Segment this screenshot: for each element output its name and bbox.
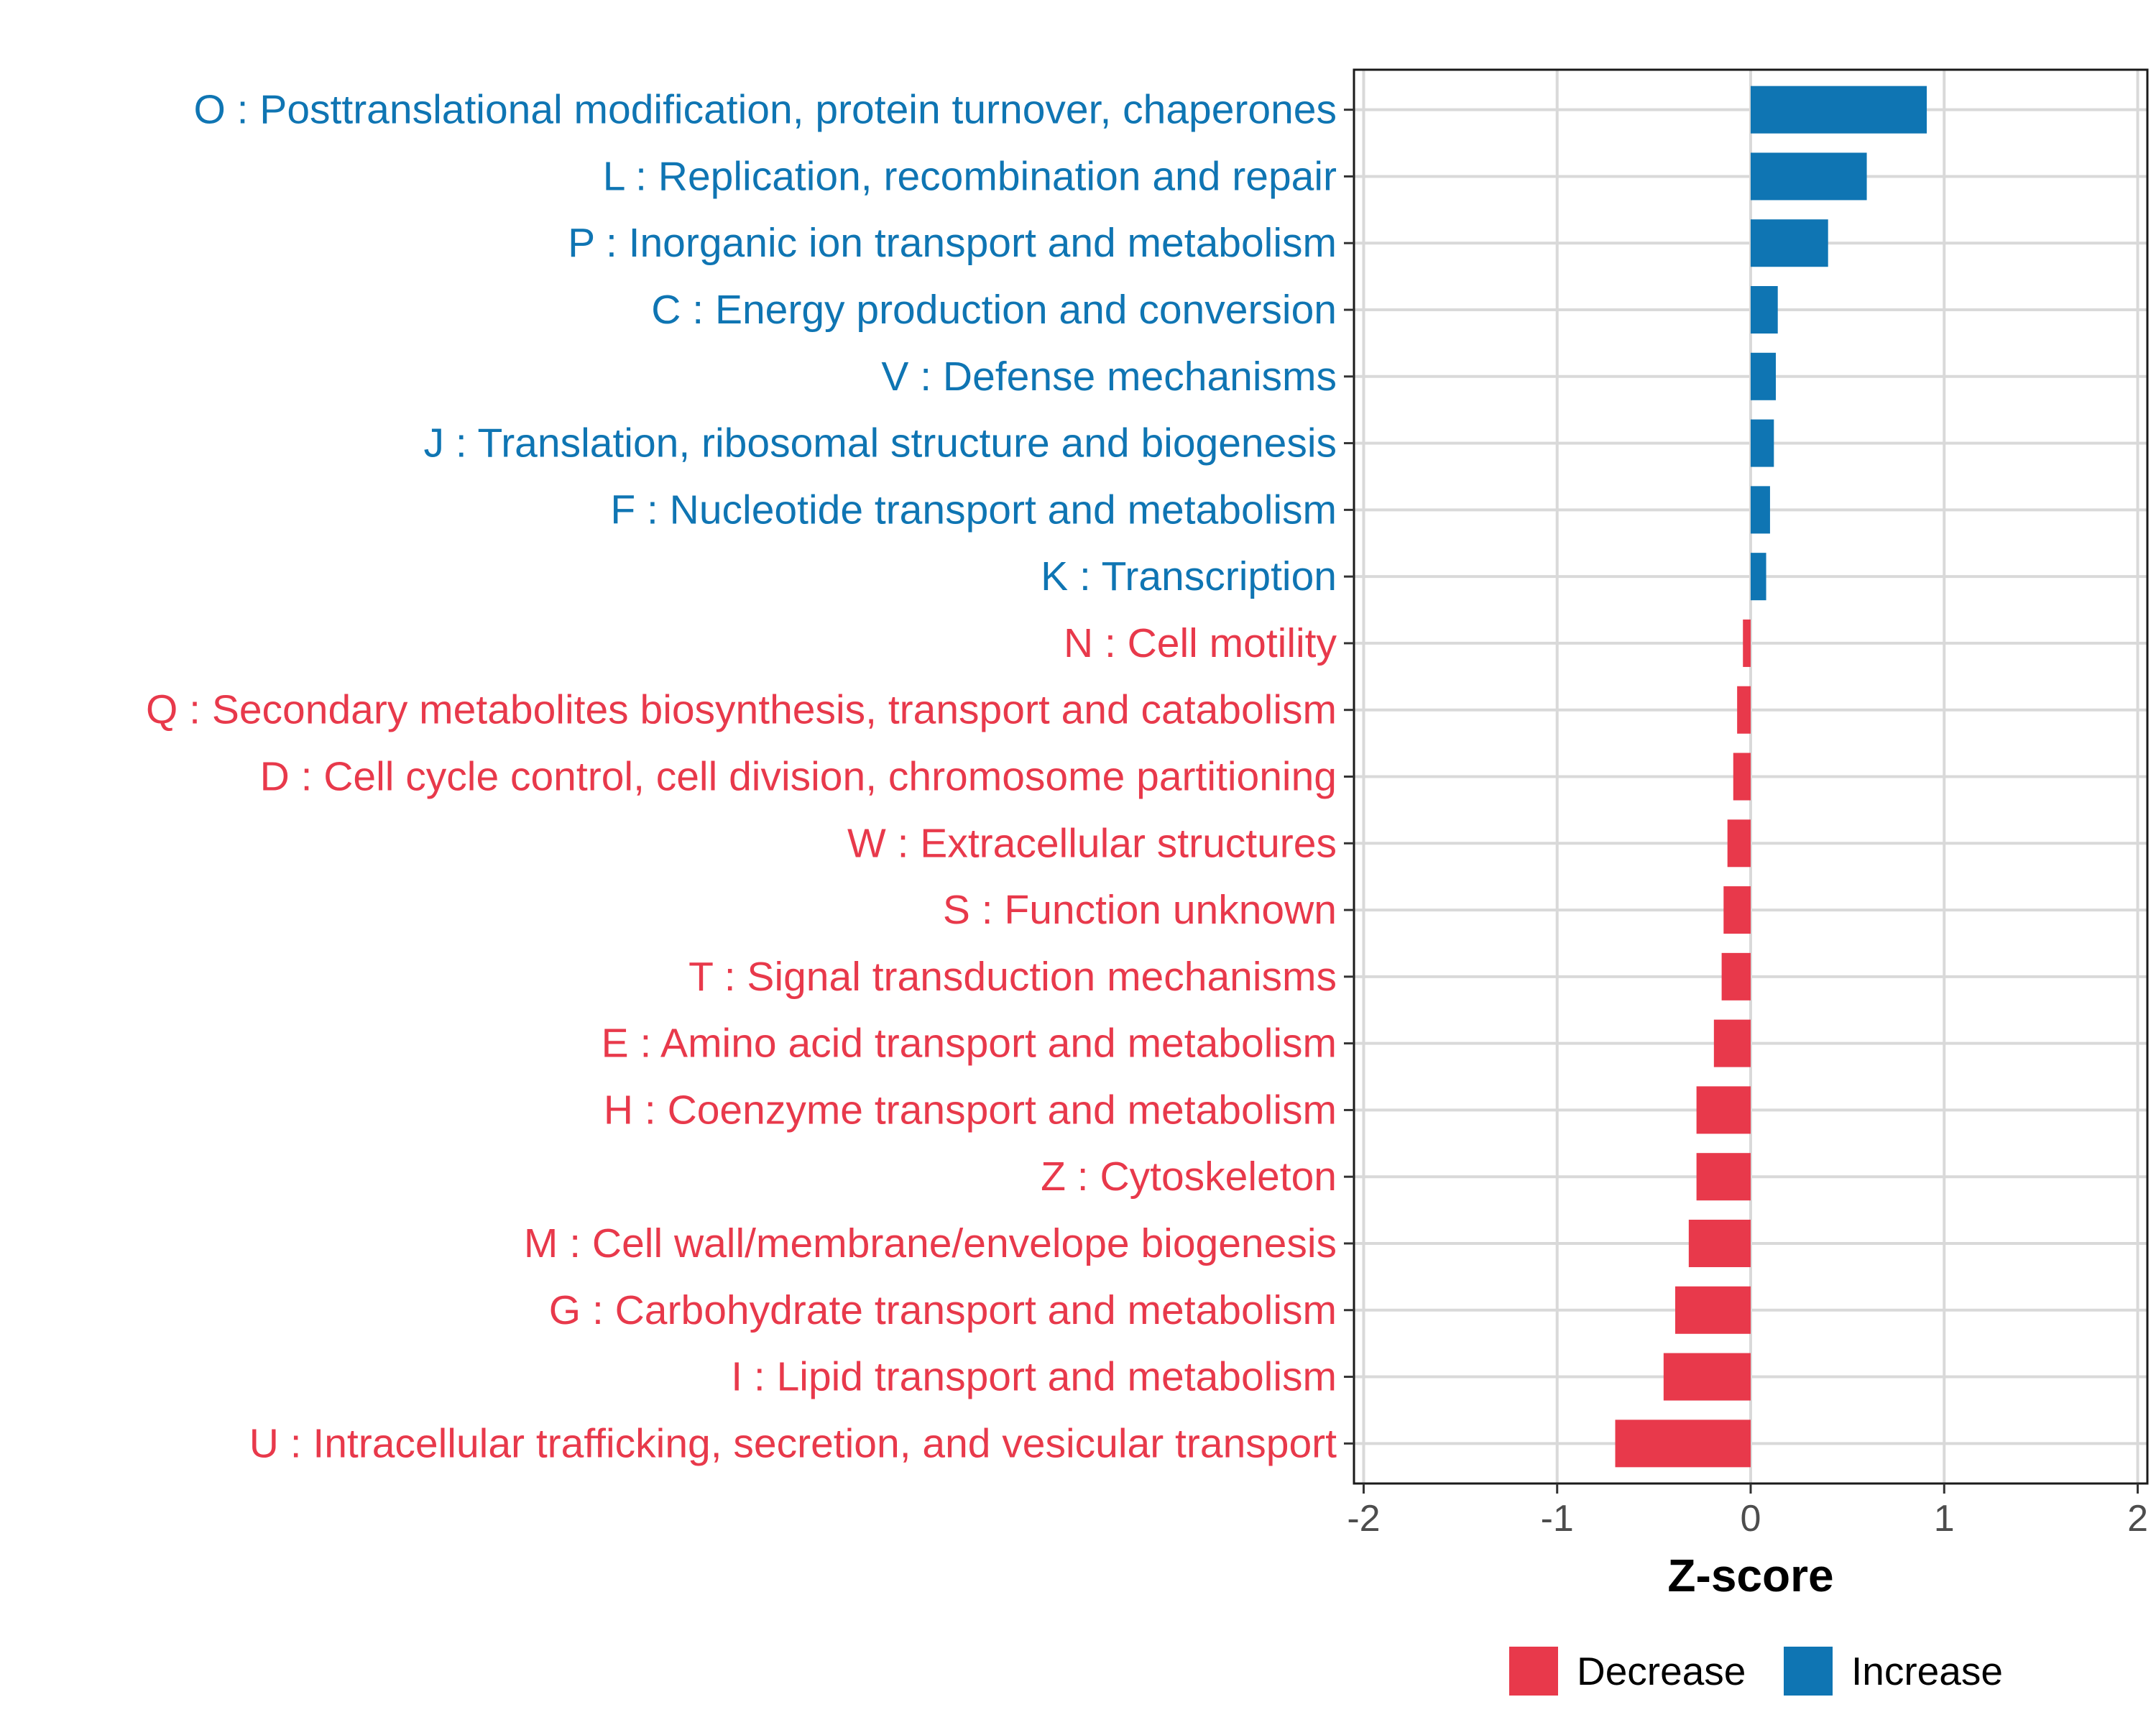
- category-label-l-replication-recombination-and-repair: L : Replication, recombination and repai…: [603, 153, 1337, 199]
- bars: [1615, 86, 1927, 1468]
- category-label-p-inorganic-ion-transport-and-metabolism: P : Inorganic ion transport and metaboli…: [568, 220, 1337, 266]
- category-label-o-posttranslational-modification-protein: O : Posttranslational modification, prot…: [193, 87, 1337, 133]
- legend-label-decrease: Decrease: [1577, 1649, 1746, 1693]
- bar-o-posttranslational-modification-protein: [1751, 86, 1927, 134]
- category-label-k-transcription: K : Transcription: [1041, 553, 1337, 599]
- category-label-f-nucleotide-transport-and-metabolism: F : Nucleotide transport and metabolism: [610, 487, 1337, 533]
- bar-p-inorganic-ion-transport-and-metabolism: [1751, 219, 1828, 267]
- bar-e-amino-acid-transport-and-metabolism: [1713, 1019, 1751, 1067]
- legend: Decrease Increase: [1509, 1647, 2003, 1696]
- bar-t-signal-transduction-mechanisms: [1721, 952, 1751, 1000]
- bar-u-intracellular-trafficking-secretion-an: [1615, 1420, 1751, 1468]
- category-label-q-secondary-metabolites-biosynthesis-tra: Q : Secondary metabolites biosynthesis, …: [146, 687, 1337, 733]
- category-label-n-cell-motility: N : Cell motility: [1064, 620, 1337, 666]
- bar-v-defense-mechanisms: [1751, 352, 1777, 400]
- category-label-s-function-unknown: S : Function unknown: [943, 887, 1337, 933]
- bar-m-cell-wall-membrane-envelope-biogenesis: [1688, 1219, 1751, 1267]
- category-label-i-lipid-transport-and-metabolism: I : Lipid transport and metabolism: [731, 1354, 1337, 1400]
- bar-g-carbohydrate-transport-and-metabolism: [1674, 1286, 1751, 1334]
- bar-c-energy-production-and-conversion: [1751, 286, 1778, 334]
- x-tick-label: 0: [1741, 1498, 1761, 1540]
- category-label-h-coenzyme-transport-and-metabolism: H : Coenzyme transport and metabolism: [604, 1087, 1337, 1133]
- category-label-g-carbohydrate-transport-and-metabolism: G : Carbohydrate transport and metabolis…: [549, 1287, 1337, 1333]
- bar-j-translation-ribosomal-structure-and-bi: [1751, 419, 1774, 467]
- category-label-t-signal-transduction-mechanisms: T : Signal transduction mechanisms: [688, 954, 1337, 1000]
- category-label-d-cell-cycle-control-cell-division-chrom: D : Cell cycle control, cell division, c…: [260, 754, 1337, 800]
- bar-n-cell-motility: [1743, 619, 1751, 667]
- bar-s-function-unknown: [1723, 886, 1751, 934]
- x-tick-label: 1: [1934, 1498, 1955, 1540]
- bar-f-nucleotide-transport-and-metabolism: [1751, 486, 1770, 534]
- category-label-u-intracellular-trafficking-secretion-an: U : Intracellular trafficking, secretion…: [249, 1420, 1337, 1466]
- category-label-j-translation-ribosomal-structure-and-bi: J : Translation, ribosomal structure and…: [424, 420, 1337, 466]
- category-label-e-amino-acid-transport-and-metabolism: E : Amino acid transport and metabolism: [602, 1021, 1337, 1067]
- bar-w-extracellular-structures: [1727, 819, 1751, 868]
- x-axis-title: Z-score: [1667, 1550, 1833, 1601]
- bar-z-cytoskeleton: [1696, 1153, 1751, 1201]
- bar-d-cell-cycle-control-cell-division-chrom: [1733, 753, 1751, 801]
- y-axis-ticks: O : Posttranslational modification, prot…: [146, 87, 1354, 1466]
- x-axis-ticks: -2 -1 0 1 2: [1347, 1484, 2148, 1540]
- category-label-m-cell-wall-membrane-envelope-biogenesis: M : Cell wall/membrane/envelope biogenes…: [524, 1220, 1337, 1266]
- legend-swatch-increase: [1784, 1647, 1833, 1696]
- category-label-v-defense-mechanisms: V : Defense mechanisms: [881, 354, 1337, 400]
- bar-k-transcription: [1751, 553, 1766, 601]
- x-tick-label: -2: [1347, 1498, 1380, 1540]
- x-tick-label: -1: [1541, 1498, 1574, 1540]
- category-label-c-energy-production-and-conversion: C : Energy production and conversion: [651, 287, 1337, 333]
- category-label-z-cytoskeleton: Z : Cytoskeleton: [1041, 1154, 1337, 1200]
- legend-swatch-decrease: [1509, 1647, 1558, 1696]
- legend-label-increase: Increase: [1851, 1649, 2003, 1693]
- bar-q-secondary-metabolites-biosynthesis-tra: [1737, 686, 1751, 734]
- category-label-w-extracellular-structures: W : Extracellular structures: [847, 820, 1337, 866]
- x-tick-label: 2: [2127, 1498, 2148, 1540]
- bar-l-replication-recombination-and-repair: [1751, 152, 1867, 201]
- bar-i-lipid-transport-and-metabolism: [1663, 1353, 1751, 1401]
- bar-h-coenzyme-transport-and-metabolism: [1696, 1086, 1751, 1134]
